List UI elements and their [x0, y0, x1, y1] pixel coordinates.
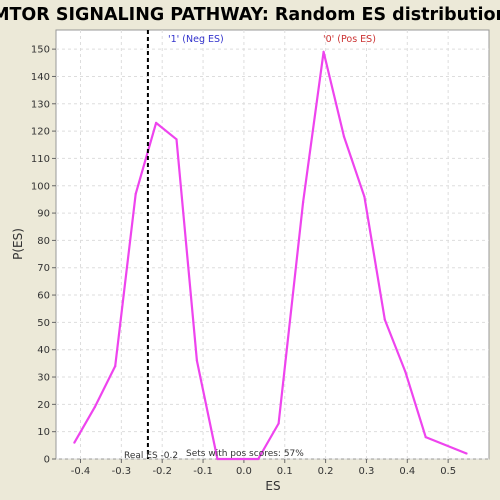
y-tick-label: 0	[44, 455, 50, 466]
data-point	[154, 121, 158, 125]
pos-scores-label: Sets with pos scores: 57%	[186, 449, 304, 459]
data-point	[363, 195, 366, 198]
y-tick-label: 100	[31, 181, 50, 192]
x-tick-label: 0.5	[440, 466, 456, 477]
data-point	[236, 457, 239, 461]
y-tick-label: 120	[31, 127, 50, 138]
y-tick-label: 150	[31, 45, 50, 56]
plot-area	[55, 29, 490, 460]
y-tick-label: 10	[37, 427, 50, 438]
legend-neg-es: '1' (Neg ES)	[168, 34, 224, 45]
data-point	[383, 318, 386, 321]
y-tick-label: 110	[31, 154, 50, 165]
x-tick-label: -0.3	[112, 466, 132, 477]
y-tick-label: 130	[31, 99, 50, 110]
x-tick-label: -0.2	[152, 466, 172, 477]
axes: 0 10 20 30 40 50 60 70 80 90 100 110 120 130 140 150 -0.…	[31, 45, 456, 477]
y-tick-label: 60	[37, 291, 50, 302]
y-tick-label: 50	[37, 318, 50, 329]
data-point	[302, 201, 305, 204]
annotations: Real ES -0.2 Sets with pos scores: 57% '1'…	[124, 30, 376, 461]
data-point	[114, 364, 117, 368]
data-point	[277, 422, 280, 425]
real-es-label: Real ES -0.2	[124, 451, 178, 461]
x-tick-label: 0.1	[277, 466, 293, 477]
x-tick-label: 0.2	[318, 466, 334, 477]
data-point	[465, 452, 468, 455]
data-point	[257, 457, 260, 461]
y-tick-label: 70	[37, 263, 50, 274]
data-point	[342, 135, 346, 138]
x-axis-label: ES	[265, 479, 280, 493]
data-point	[195, 359, 199, 362]
data-point	[73, 441, 76, 444]
x-tick-label: 0.4	[399, 466, 415, 477]
y-tick-label: 90	[37, 209, 50, 220]
data-point	[134, 192, 137, 196]
data-point	[175, 138, 178, 141]
data-point	[93, 405, 96, 409]
y-tick-label: 40	[37, 345, 50, 356]
series-layer	[73, 50, 468, 461]
data-point	[322, 50, 325, 53]
y-tick-label: 140	[31, 72, 50, 83]
x-tick-label: 0.3	[358, 466, 374, 477]
data-point	[216, 457, 219, 461]
y-tick-label: 30	[37, 373, 50, 384]
x-tick-label: -0.4	[71, 466, 91, 477]
y-axis-label: P(ES)	[11, 228, 25, 260]
x-tick-label: -0.1	[193, 466, 213, 477]
x-tick-label: 0.0	[236, 466, 252, 477]
chart-title: MTOR SIGNALING PATHWAY: Random ES distri…	[0, 5, 500, 25]
data-point	[404, 370, 407, 373]
grid	[56, 30, 489, 460]
y-tick-label: 20	[37, 400, 50, 411]
y-tick-label: 80	[37, 236, 50, 247]
legend-pos-es: '0' (Pos ES)	[323, 34, 376, 45]
data-point	[424, 436, 427, 439]
